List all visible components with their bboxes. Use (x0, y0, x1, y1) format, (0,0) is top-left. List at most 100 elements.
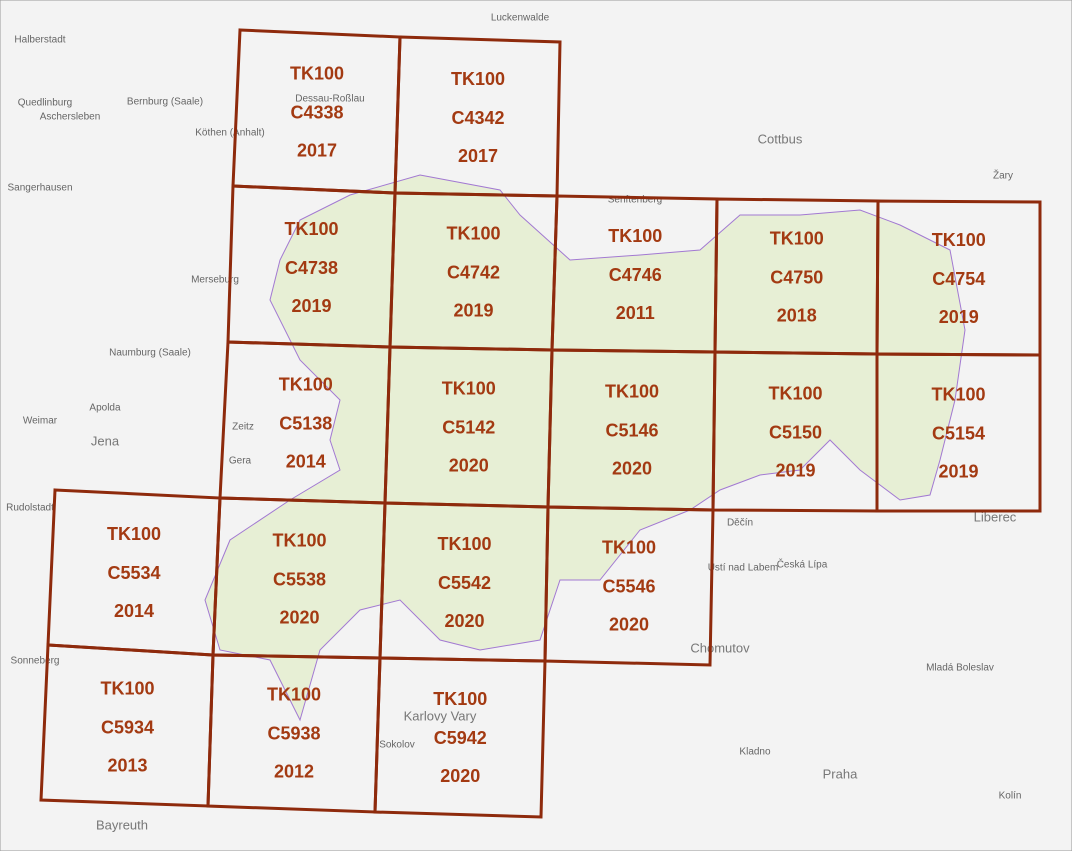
place-label: Halberstadt (14, 35, 65, 46)
place-label: Kladno (739, 747, 771, 758)
place-labels: Halberstadt Quedlinburg Aschersleben Bernbu… (6, 13, 1021, 833)
place-label: Apolda (89, 403, 121, 414)
sheet-year: 2014 (286, 451, 326, 471)
place-label: Karlovy Vary (404, 708, 477, 723)
sheet-series: TK100 (107, 524, 161, 544)
place-label: Kolín (999, 791, 1022, 802)
sheet-code: C4342 (451, 108, 504, 128)
sheet-series: TK100 (290, 63, 344, 83)
sheet-year: 2013 (107, 755, 147, 775)
sheet-year: 2020 (444, 611, 484, 631)
place-label: Sonneberg (11, 656, 60, 667)
sheet-year: 2020 (440, 766, 480, 786)
sheet-series: TK100 (770, 228, 824, 248)
sheet-code: C5150 (769, 423, 822, 443)
sheet-code: C5546 (602, 577, 655, 597)
place-label: Luckenwalde (491, 13, 550, 24)
sheet-series: TK100 (602, 538, 656, 558)
sheet-year: 2017 (458, 146, 498, 166)
sheet-code: C5142 (442, 418, 495, 438)
sheet-code: C5934 (101, 717, 154, 737)
sheet-series: TK100 (100, 678, 154, 698)
sheet-year: 2019 (291, 296, 331, 316)
sheet-code: C4738 (285, 258, 338, 278)
place-label: Zeitz (232, 422, 254, 433)
sheet-series: TK100 (284, 219, 338, 239)
map-sheet: TK100 C4342 2017 (393, 35, 562, 198)
sheet-year: 2019 (939, 307, 979, 327)
sheet-code: C5138 (279, 413, 332, 433)
sheet-year: 2020 (279, 607, 319, 627)
sheet-year: 2018 (777, 305, 817, 325)
sheet-code: C4746 (609, 265, 662, 285)
place-label: Cottbus (758, 131, 803, 146)
sheet-code: C4754 (932, 269, 985, 289)
place-label: Děčín (727, 518, 753, 529)
sheet-series: TK100 (446, 223, 500, 243)
place-label: Liberec (974, 509, 1017, 524)
map-sheet: TK100 C4738 2019 (226, 184, 397, 349)
sheet-year: 2019 (453, 300, 493, 320)
map-sheet: TK100 C5942 2020 (373, 656, 547, 819)
sheet-series: TK100 (267, 685, 321, 705)
sheet-code: C5538 (273, 569, 326, 589)
sheet-series: TK100 (608, 226, 662, 246)
sheet-year: 2020 (449, 456, 489, 476)
sheet-year: 2020 (609, 615, 649, 635)
sheet-code: C4742 (447, 262, 500, 282)
sheet-series: TK100 (932, 230, 986, 250)
place-label: Sangerhausen (7, 183, 72, 194)
place-label: Bernburg (Saale) (127, 97, 203, 108)
place-label: Žary (993, 169, 1013, 182)
sheet-series: TK100 (451, 69, 505, 89)
sheet-year: 2019 (775, 461, 815, 481)
sheet-outline (543, 505, 715, 667)
sheet-outline (373, 656, 547, 819)
place-label: Česká Lípa (777, 558, 828, 571)
sheet-series: TK100 (272, 530, 326, 550)
place-label: Mladá Boleslav (926, 663, 994, 674)
region-area (204, 174, 966, 722)
place-label: Jena (91, 433, 120, 448)
place-label: Chomutov (690, 640, 750, 655)
place-label: Rudolstadt (6, 503, 54, 514)
sheet-series: TK100 (442, 379, 496, 399)
sheet-code: C5938 (267, 724, 320, 744)
map-sheet: TK100 C5538 2020 (211, 496, 387, 660)
map-sheet: TK100 C5534 2014 (46, 488, 222, 657)
sheet-year: 2020 (612, 459, 652, 479)
place-label: Praha (823, 766, 858, 781)
sheet-year: 2017 (297, 140, 337, 160)
sheet-grid: TK100 C4338 2017 TK100 C4342 2017 TK100 C4738 20… (39, 28, 1042, 819)
place-label: Dessau-Roßlau (295, 94, 364, 105)
place-label: Naumburg (Saale) (109, 348, 191, 359)
sheet-series: TK100 (931, 385, 985, 405)
sheet-year: 2019 (938, 462, 978, 482)
sheet-year: 2012 (274, 762, 314, 782)
map-sheet: TK100 C5546 2020 (543, 505, 715, 667)
map-sheet: TK100 C4754 2019 (875, 199, 1042, 357)
place-label: Weimar (23, 416, 58, 427)
map-sheet: TK100 C5154 2019 (875, 352, 1042, 513)
sheet-series: TK100 (437, 534, 491, 554)
sheet-code: C5154 (932, 424, 985, 444)
sheet-code: C5146 (605, 421, 658, 441)
sheet-year: 2014 (114, 601, 154, 621)
sheet-series: TK100 (605, 382, 659, 402)
sheet-code: C4750 (770, 267, 823, 287)
sheet-code: C5542 (438, 573, 491, 593)
sheet-outline (875, 352, 1042, 513)
place-label: Merseburg (191, 275, 239, 286)
place-label: Bayreuth (96, 817, 148, 832)
place-label: Köthen (Anhalt) (195, 128, 265, 139)
sheet-series: TK100 (279, 374, 333, 394)
place-label: Ústí nad Labem (708, 561, 779, 574)
sheet-code: C5534 (107, 563, 160, 583)
place-label: Sokolov (379, 740, 415, 751)
place-label: Quedlinburg (18, 98, 72, 109)
sheet-year: 2011 (616, 303, 655, 323)
place-label: Senftenberg (608, 195, 663, 206)
sheet-series: TK100 (768, 384, 822, 404)
sheet-series: TK100 (433, 689, 487, 709)
